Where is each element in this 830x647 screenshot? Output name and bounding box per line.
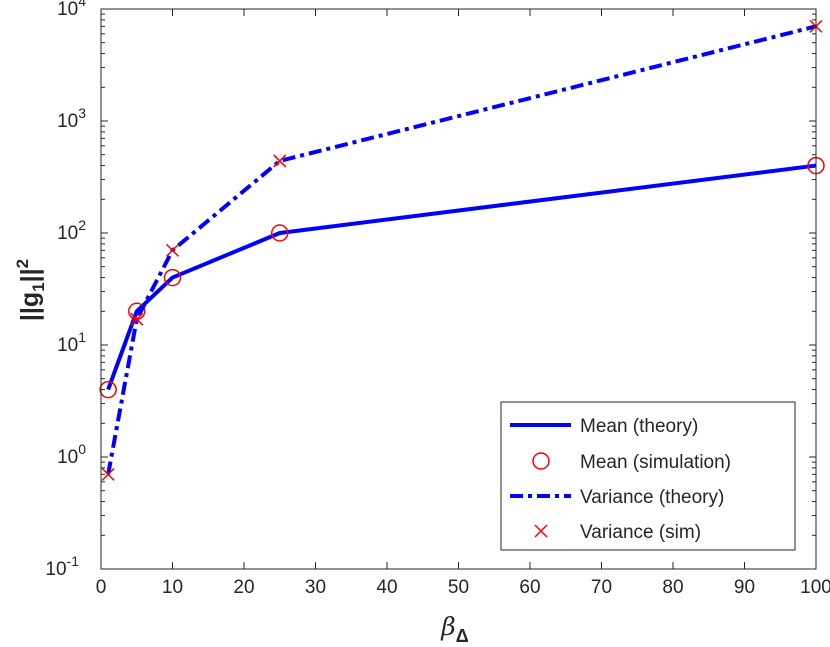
y-axis-label-tail: || bbox=[16, 268, 44, 282]
axes-layer: 0 10 20 30 40 50 60 70 80 90 100 10-1 100 101 102 103 10… bbox=[45, 0, 830, 598]
y-tick-label: 104 bbox=[57, 0, 86, 20]
y-tick-label: 100 bbox=[57, 441, 86, 468]
legend: Mean (theory) Mean (simulation) Variance… bbox=[500, 401, 796, 551]
y-tick-label: 101 bbox=[57, 329, 86, 356]
x-tick-label: 50 bbox=[448, 577, 469, 598]
legend-swatch-mean-simulation bbox=[532, 452, 550, 470]
legend-label-variance-sim: Variance (sim) bbox=[580, 522, 701, 543]
x-tick-label: 90 bbox=[734, 577, 755, 598]
point-variance-sim bbox=[273, 154, 287, 168]
x-axis-label-sub: Δ bbox=[456, 626, 469, 646]
x-tick-label: 20 bbox=[233, 577, 254, 598]
legend-label-variance-theory: Variance (theory) bbox=[580, 487, 724, 508]
series-layer bbox=[99, 19, 825, 481]
series-line-mean-theory bbox=[106, 163, 817, 391]
y-axis-label: ||g1||2 bbox=[13, 259, 48, 321]
x-tick-label: 30 bbox=[305, 577, 326, 598]
legend-label-mean-simulation: Mean (simulation) bbox=[580, 452, 731, 473]
point-mean-simulation bbox=[99, 380, 117, 399]
x-tick-label: 10 bbox=[162, 577, 183, 598]
y-tick-label: 102 bbox=[57, 217, 86, 244]
point-variance-sim bbox=[165, 243, 180, 257]
x-tick-label: 40 bbox=[376, 577, 397, 598]
x-axis-label-main: β bbox=[440, 612, 455, 641]
x-tick-label: 0 bbox=[96, 577, 107, 598]
y-tick-label: 103 bbox=[57, 105, 86, 132]
x-tick-label: 60 bbox=[519, 577, 540, 598]
x-tick-label: 80 bbox=[662, 577, 683, 598]
x-tick-label: 100 bbox=[800, 577, 830, 598]
legend-swatch-variance-sim bbox=[534, 524, 548, 538]
point-variance-sim bbox=[101, 467, 115, 481]
x-tick-label: 70 bbox=[591, 577, 612, 598]
y-axis-label-main: ||g bbox=[16, 292, 44, 321]
point-mean-simulation bbox=[163, 268, 182, 287]
y-tick-label: 10-1 bbox=[45, 553, 79, 580]
point-mean-simulation bbox=[271, 224, 289, 242]
legend-label-mean-theory: Mean (theory) bbox=[580, 416, 698, 437]
y-axis-label-sup: 2 bbox=[13, 259, 32, 268]
x-axis-label: βΔ bbox=[440, 612, 468, 646]
y-axis-label-sub: 1 bbox=[29, 282, 48, 291]
point-variance-sim bbox=[130, 312, 144, 326]
